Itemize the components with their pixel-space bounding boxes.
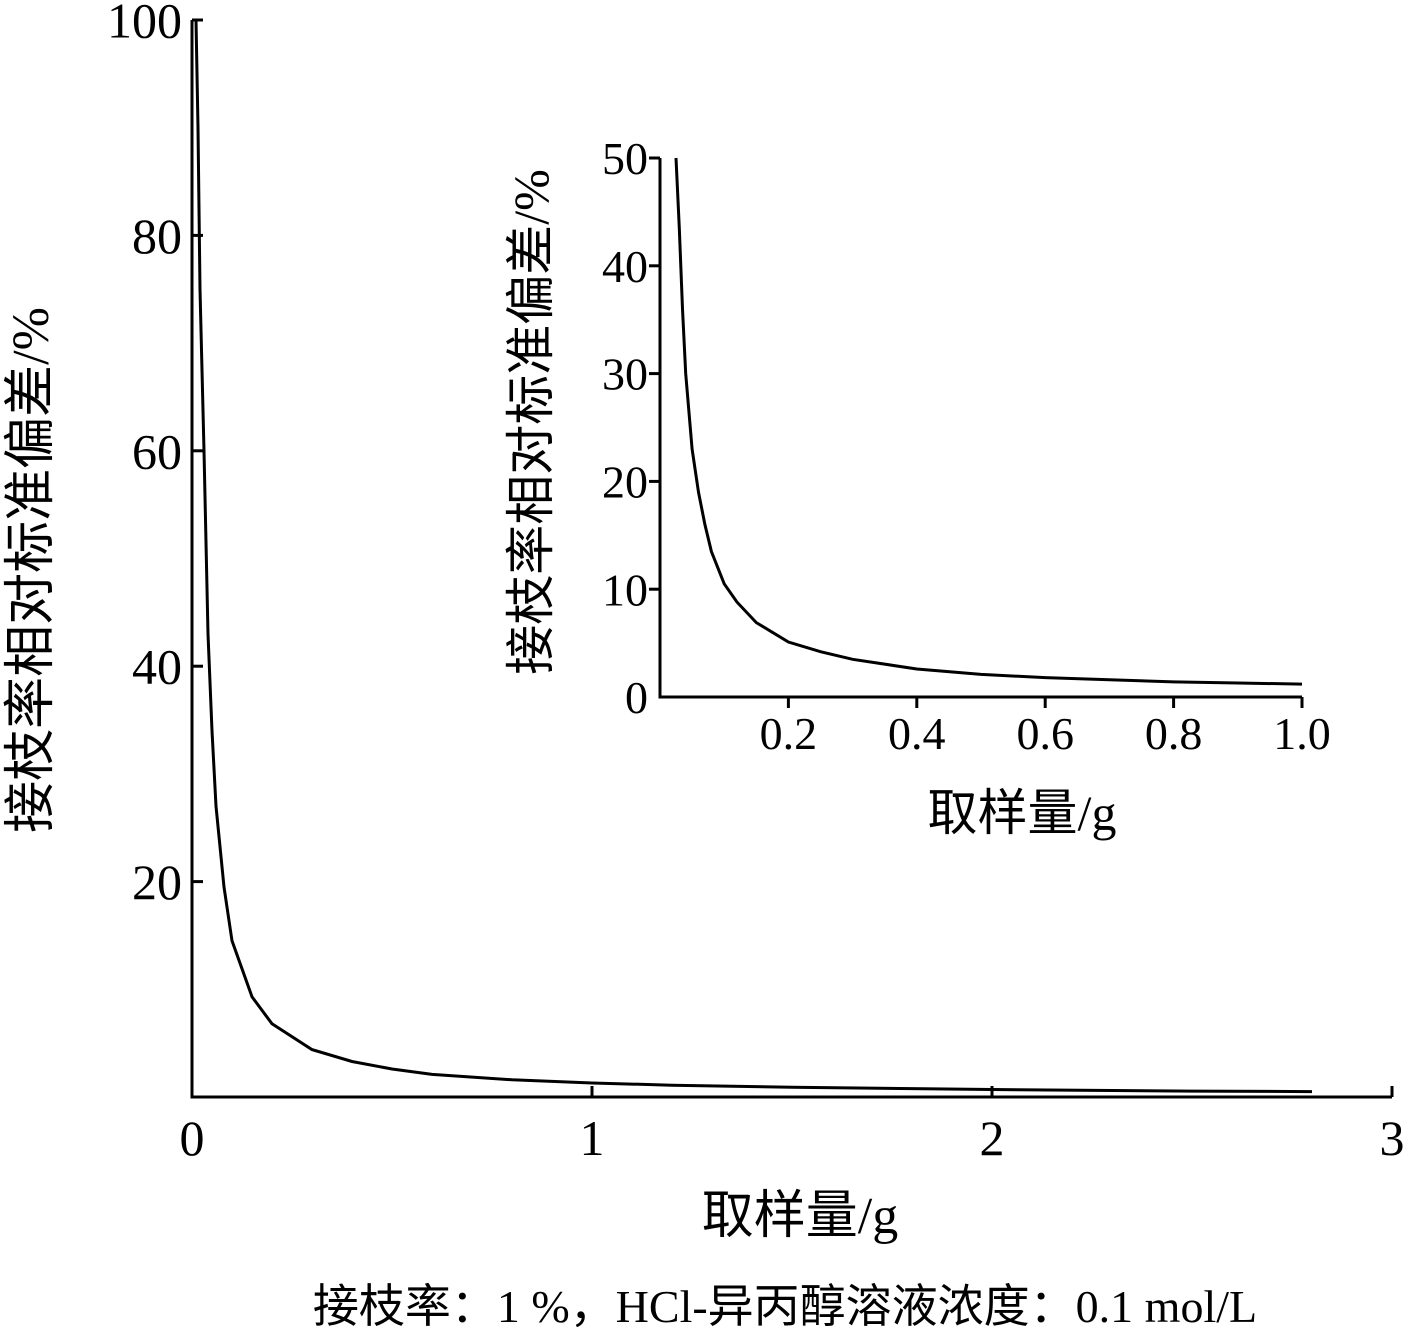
main-y-tick-label: 20 bbox=[132, 854, 182, 910]
main-y-tick-label: 80 bbox=[132, 208, 182, 264]
main-series-line bbox=[194, 19, 1313, 1094]
main-y-tick-label: 40 bbox=[132, 639, 182, 695]
main-y-tick-label: 100 bbox=[107, 0, 182, 49]
inset-x-axis-label: 取样量/g bbox=[928, 785, 1117, 841]
main-axes bbox=[190, 20, 1392, 1099]
inset-y-tick-label: 50 bbox=[602, 133, 648, 184]
inset-y-axis-label: 接枝率相对标准偏差/% bbox=[503, 169, 559, 675]
main-x-tick-label: 3 bbox=[1380, 1110, 1405, 1166]
inset-y-tick-label: 40 bbox=[602, 241, 648, 292]
main-x-tick-label: 1 bbox=[580, 1110, 605, 1166]
inset-x-tick-label: 0.8 bbox=[1145, 708, 1203, 759]
main-x-tick-label: 0 bbox=[180, 1110, 205, 1166]
inset-y-tick-label: 30 bbox=[602, 349, 648, 400]
inset-chart: 0.2 0.4 0.6 0.8 1.0 0 10 20 30 40 50 取样量/g 接枝率相对标准… bbox=[503, 133, 1331, 841]
main-x-tick-label: 2 bbox=[980, 1110, 1005, 1166]
main-y-axis-label: 接枝率相对标准偏差/% bbox=[3, 307, 60, 833]
inset-x-tick-label: 0.4 bbox=[888, 708, 946, 759]
inset-y-tick-label: 10 bbox=[602, 564, 648, 615]
caption: 接枝率：1 %，HCl-异丙醇溶液浓度：0.1 mol/L bbox=[313, 1281, 1257, 1332]
inset-y-tick-label: 20 bbox=[602, 457, 648, 508]
inset-x-tick-label: 0.6 bbox=[1016, 708, 1074, 759]
main-x-axis-label: 取样量/g bbox=[702, 1188, 898, 1245]
inset-axes bbox=[658, 158, 1302, 699]
inset-y-tick-label: 0 bbox=[625, 672, 648, 723]
main-y-tick-label: 60 bbox=[132, 423, 182, 479]
inset-x-tick-label: 0.2 bbox=[760, 708, 818, 759]
inset-x-tick-label: 1.0 bbox=[1273, 708, 1331, 759]
inset-series-line bbox=[674, 157, 1303, 686]
